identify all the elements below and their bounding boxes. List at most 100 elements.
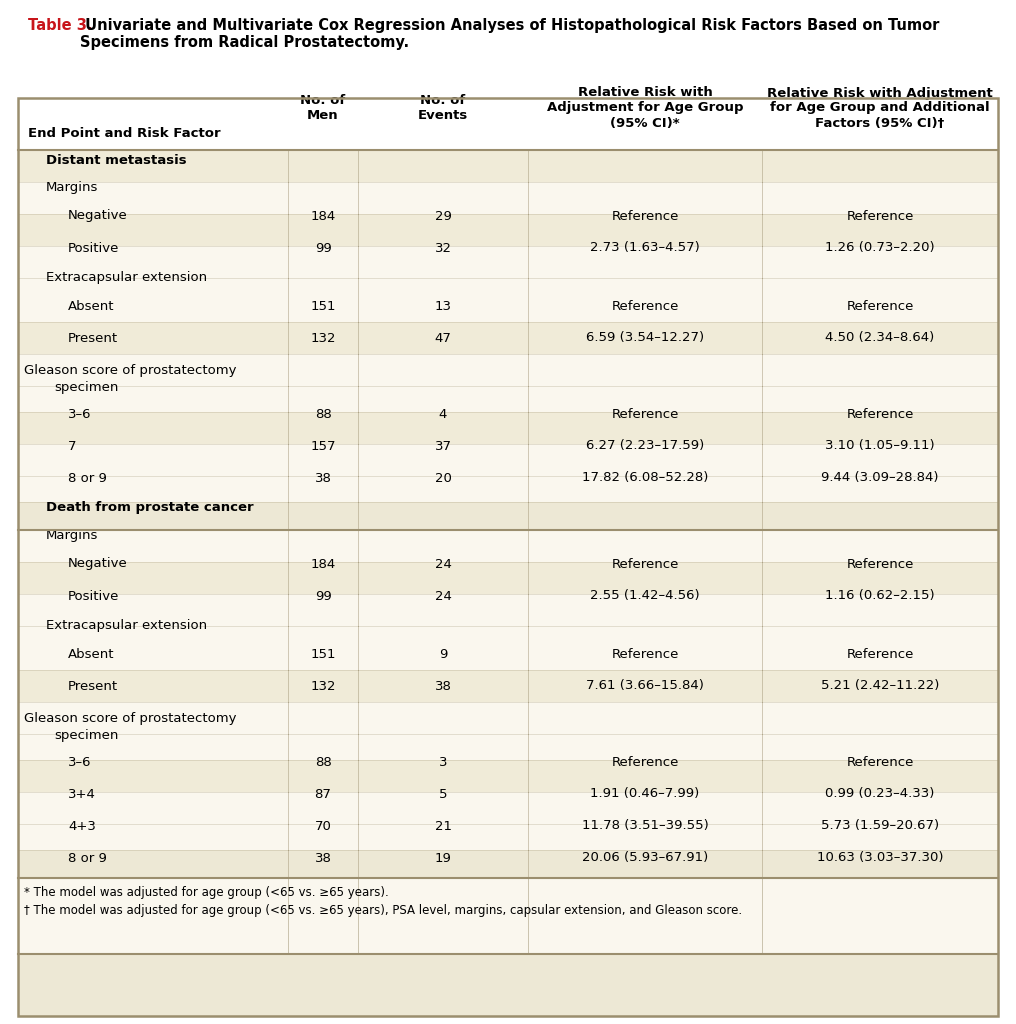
- Text: Relative Risk with Adjustment
for Age Group and Additional
Factors (95% CI)†: Relative Risk with Adjustment for Age Gr…: [767, 86, 993, 129]
- Text: Absent: Absent: [68, 299, 115, 312]
- Text: Distant metastasis: Distant metastasis: [46, 154, 187, 167]
- Text: 3: 3: [439, 756, 447, 768]
- Text: 4.50 (2.34–8.64): 4.50 (2.34–8.64): [825, 332, 935, 344]
- Text: 6.27 (2.23–17.59): 6.27 (2.23–17.59): [586, 439, 704, 453]
- Text: 99: 99: [315, 242, 331, 255]
- Text: 3–6: 3–6: [68, 408, 91, 421]
- Text: 8 or 9: 8 or 9: [68, 852, 107, 864]
- Text: Death from prostate cancer: Death from prostate cancer: [46, 502, 254, 514]
- Text: 99: 99: [315, 590, 331, 602]
- Text: 2.73 (1.63–4.57): 2.73 (1.63–4.57): [590, 242, 700, 255]
- Text: 17.82 (6.08–52.28): 17.82 (6.08–52.28): [582, 471, 708, 484]
- Text: specimen: specimen: [54, 381, 119, 394]
- Text: 7: 7: [68, 439, 76, 453]
- Bar: [18, 444, 998, 476]
- Text: 88: 88: [315, 756, 331, 768]
- Text: Reference: Reference: [846, 756, 913, 768]
- Text: 11.78 (3.51–39.55): 11.78 (3.51–39.55): [581, 819, 708, 833]
- Text: Reference: Reference: [846, 408, 913, 421]
- Bar: [18, 278, 998, 322]
- Text: 37: 37: [435, 439, 451, 453]
- Text: 1.26 (0.73–2.20): 1.26 (0.73–2.20): [825, 242, 935, 255]
- Text: 3.10 (1.05–9.11): 3.10 (1.05–9.11): [825, 439, 935, 453]
- Text: Gleason score of prostatectomy: Gleason score of prostatectomy: [24, 364, 237, 377]
- Text: 47: 47: [435, 332, 451, 344]
- Text: Absent: Absent: [68, 647, 115, 660]
- Text: specimen: specimen: [54, 729, 119, 742]
- Text: Negative: Negative: [68, 557, 128, 570]
- Text: Relative Risk with
Adjustment for Age Group
(95% CI)*: Relative Risk with Adjustment for Age Gr…: [547, 86, 744, 129]
- Bar: [18, 182, 998, 214]
- Text: End Point and Risk Factor: End Point and Risk Factor: [28, 127, 220, 140]
- Text: 7.61 (3.66–15.84): 7.61 (3.66–15.84): [586, 680, 704, 692]
- Text: 184: 184: [310, 557, 335, 570]
- Bar: [18, 354, 998, 386]
- Text: Present: Present: [68, 332, 118, 344]
- Bar: [18, 760, 998, 792]
- Text: 132: 132: [310, 332, 335, 344]
- Text: 19: 19: [435, 852, 451, 864]
- Text: 38: 38: [315, 852, 331, 864]
- Text: 151: 151: [310, 647, 335, 660]
- Text: 38: 38: [435, 680, 451, 692]
- Text: 4+3: 4+3: [68, 819, 96, 833]
- Text: 157: 157: [310, 439, 335, 453]
- Text: Extracapsular extension: Extracapsular extension: [46, 270, 207, 284]
- Text: 184: 184: [310, 210, 335, 222]
- Text: † The model was adjusted for age group (<65 vs. ≥65 years), PSA level, margins, : † The model was adjusted for age group (…: [24, 904, 742, 918]
- Text: 3+4: 3+4: [68, 787, 96, 801]
- Text: 20: 20: [435, 471, 451, 484]
- Text: Margins: Margins: [46, 180, 99, 194]
- Bar: [18, 734, 998, 760]
- Text: 70: 70: [315, 819, 331, 833]
- Text: Reference: Reference: [612, 210, 679, 222]
- Text: 1.16 (0.62–2.15): 1.16 (0.62–2.15): [825, 590, 935, 602]
- Text: 2.55 (1.42–4.56): 2.55 (1.42–4.56): [590, 590, 700, 602]
- Text: Reference: Reference: [612, 647, 679, 660]
- Text: 9: 9: [439, 647, 447, 660]
- Text: Positive: Positive: [68, 590, 119, 602]
- Bar: [18, 594, 998, 626]
- Bar: [18, 386, 998, 412]
- Text: 1.91 (0.46–7.99): 1.91 (0.46–7.99): [590, 787, 700, 801]
- Bar: [18, 954, 998, 1016]
- Bar: [18, 670, 998, 702]
- Text: 8 or 9: 8 or 9: [68, 471, 107, 484]
- Text: 20.06 (5.93–67.91): 20.06 (5.93–67.91): [582, 852, 708, 864]
- Text: Present: Present: [68, 680, 118, 692]
- Text: Reference: Reference: [846, 299, 913, 312]
- Text: Gleason score of prostatectomy: Gleason score of prostatectomy: [24, 712, 237, 725]
- Text: * The model was adjusted for age group (<65 vs. ≥65 years).: * The model was adjusted for age group (…: [24, 886, 389, 899]
- Text: 24: 24: [435, 557, 451, 570]
- Bar: [18, 476, 998, 502]
- Text: Margins: Margins: [46, 528, 99, 542]
- Text: Reference: Reference: [846, 557, 913, 570]
- Bar: [18, 626, 998, 670]
- Text: Reference: Reference: [846, 647, 913, 660]
- Text: Univariate and Multivariate Cox Regression Analyses of Histopathological Risk Fa: Univariate and Multivariate Cox Regressi…: [80, 18, 940, 50]
- Text: Reference: Reference: [612, 557, 679, 570]
- Bar: [18, 322, 998, 354]
- Bar: [18, 530, 998, 562]
- Text: 88: 88: [315, 408, 331, 421]
- Bar: [18, 214, 998, 246]
- Bar: [18, 246, 998, 278]
- Text: 9.44 (3.09–28.84): 9.44 (3.09–28.84): [821, 471, 939, 484]
- Bar: [18, 792, 998, 824]
- Bar: [18, 702, 998, 734]
- Text: No. of
Events: No. of Events: [418, 94, 468, 122]
- Text: 5.21 (2.42–11.22): 5.21 (2.42–11.22): [821, 680, 939, 692]
- Bar: [18, 878, 998, 954]
- Text: 5.73 (1.59–20.67): 5.73 (1.59–20.67): [821, 819, 939, 833]
- Text: Table 3.: Table 3.: [28, 18, 92, 33]
- Text: Negative: Negative: [68, 210, 128, 222]
- Bar: [18, 562, 998, 594]
- Text: 32: 32: [435, 242, 451, 255]
- Text: Reference: Reference: [612, 299, 679, 312]
- Text: 24: 24: [435, 590, 451, 602]
- Text: 87: 87: [315, 787, 331, 801]
- Text: 3–6: 3–6: [68, 756, 91, 768]
- Text: Positive: Positive: [68, 242, 119, 255]
- Text: Reference: Reference: [612, 408, 679, 421]
- Text: 0.99 (0.23–4.33): 0.99 (0.23–4.33): [825, 787, 935, 801]
